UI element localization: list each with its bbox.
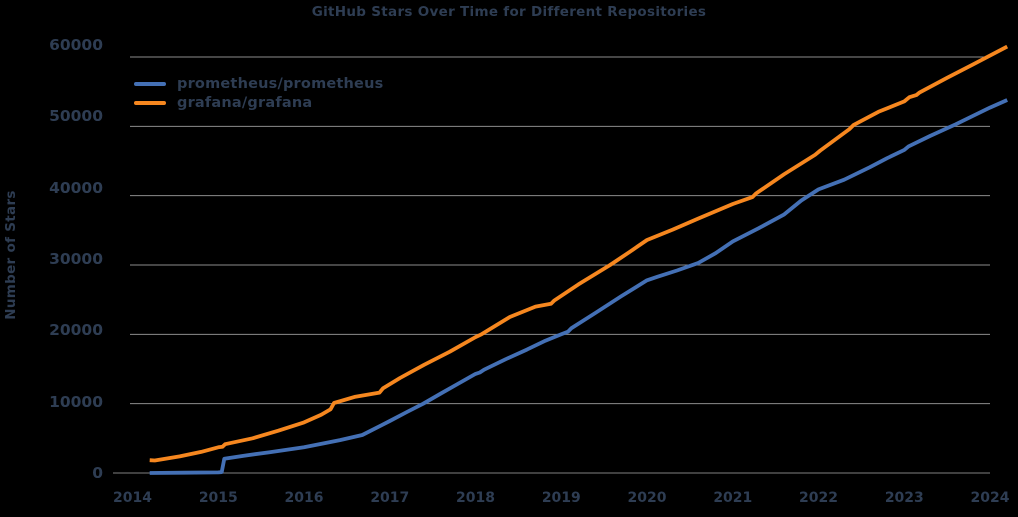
legend-label-grafana: grafana/grafana: [177, 94, 313, 111]
y-tick-label-10000: 10000: [49, 392, 103, 411]
x-tick-label-2022: 2022: [799, 490, 838, 506]
line-grafana: [149, 44, 1009, 463]
y-tick-label-20000: 20000: [49, 321, 103, 340]
legend-label-prometheus: prometheus/prometheus: [177, 75, 384, 92]
y-axis-title: Number of Stars: [3, 190, 19, 320]
y-tick-label-30000: 30000: [49, 250, 103, 268]
y-tick-label-60000: 60000: [49, 36, 103, 54]
x-tick-label-2019: 2019: [541, 490, 581, 506]
x-tick-label-2023: 2023: [884, 490, 924, 506]
y-tick-label-50000: 50000: [49, 107, 103, 126]
x-tick-label-2021: 2021: [713, 490, 753, 506]
chart-title: GitHub Stars Over Time for Different Rep…: [311, 4, 707, 20]
legend: prometheus/prometheus grafana/grafana: [134, 74, 383, 112]
legend-item-grafana: grafana/grafana: [134, 93, 383, 112]
x-tick-label-2017: 2017: [370, 490, 410, 506]
grafana-line-swatch: [134, 100, 166, 105]
x-tick-label-2018: 2018: [456, 490, 495, 506]
line-prometheus: [149, 98, 1008, 475]
x-tick-label-2024: 2024: [970, 490, 1010, 506]
y-tick-label-40000: 40000: [49, 178, 103, 197]
series-lines: [149, 44, 1009, 475]
y-tick-label-0: 0: [92, 464, 103, 482]
x-tick-label-2015: 2015: [198, 490, 238, 506]
legend-item-prometheus: prometheus/prometheus: [134, 74, 383, 93]
x-tick-label-2016: 2016: [284, 490, 324, 506]
x-tick-label-2014: 2014: [113, 490, 152, 506]
prometheus-line-swatch: [134, 81, 166, 86]
x-tick-label-2020: 2020: [627, 490, 667, 506]
gridlines: [113, 56, 990, 474]
